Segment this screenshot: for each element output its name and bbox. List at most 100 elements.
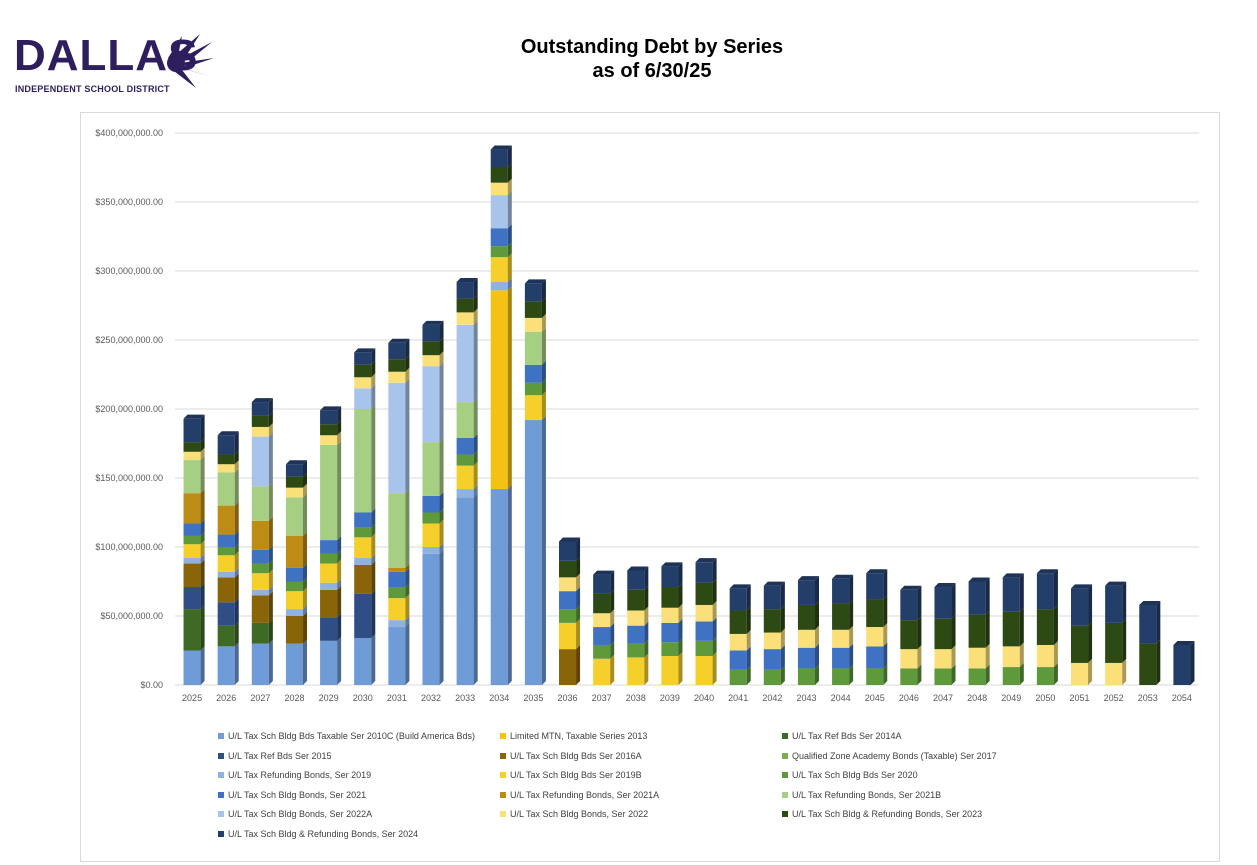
bar-segment: [729, 610, 747, 634]
bar-segment: [354, 564, 372, 594]
bar-segment-side: [815, 664, 819, 685]
bar-segment-side: [507, 242, 512, 258]
bar-segment-side: [371, 373, 376, 389]
legend-item: U/L Tax Sch Bldg & Refunding Bonds, Ser …: [782, 808, 982, 820]
bar-segment: [354, 537, 372, 559]
bar-segment: [832, 629, 850, 648]
bar-segment: [1071, 588, 1089, 626]
x-tick-label: 2043: [796, 693, 816, 703]
bar-segment-side: [337, 636, 342, 685]
bar-segment-side: [644, 653, 649, 685]
bar-segment: [285, 487, 303, 498]
bar-segment-side: [405, 567, 410, 588]
legend-swatch: [500, 752, 506, 759]
bar-segment: [354, 352, 372, 365]
legend-label: U/L Tax Ref Bds Ser 2015: [228, 750, 332, 761]
bar-segment-side: [473, 320, 478, 403]
bar-segment-side: [1088, 584, 1093, 626]
bar-segment: [251, 415, 269, 427]
bar-segment: [934, 649, 952, 669]
bar-segment: [490, 489, 508, 685]
bar-segment: [320, 563, 338, 583]
bar-segment: [1002, 646, 1020, 668]
bar-segment: [320, 640, 338, 685]
bar-segment: [763, 585, 781, 610]
bar-segment-side: [200, 605, 205, 651]
bar-segment: [422, 523, 440, 547]
bar-segment-side: [746, 584, 751, 611]
bar-segment-side: [1122, 581, 1127, 623]
bar-segment-side: [644, 621, 649, 644]
legend-item: U/L Tax Sch Bldg Bds Ser 2020: [782, 769, 918, 781]
bar-segment-side: [234, 501, 239, 535]
bar-segment: [422, 547, 440, 554]
bar-segment: [217, 505, 235, 535]
bar-segment: [388, 567, 406, 572]
bar-segment: [285, 643, 303, 685]
bar-segment-side: [371, 560, 376, 594]
legend-item: U/L Tax Ref Bds Ser 2014A: [782, 730, 902, 742]
bar-segment: [490, 182, 508, 196]
bar-segment: [217, 547, 235, 556]
bar-segment: [866, 599, 884, 628]
bar-segment: [866, 646, 884, 669]
bar-segment: [524, 283, 542, 302]
bar-segment-side: [678, 583, 683, 608]
bar-segment-side: [234, 530, 239, 547]
bar-segment-side: [883, 664, 888, 685]
bar-segment: [183, 650, 201, 685]
bar-segment-side: [268, 398, 273, 416]
bar-segment-side: [473, 461, 478, 490]
bar-segment-side: [337, 549, 342, 564]
bar-segment: [285, 535, 303, 568]
bar-segment-side: [917, 664, 922, 685]
bar-segment: [422, 355, 440, 367]
bar-segment-side: [268, 639, 273, 685]
bar-segment-side: [337, 420, 342, 436]
bar-top-face: [285, 460, 307, 465]
bar-segment: [866, 573, 884, 600]
bar-segment: [1105, 622, 1123, 663]
bar-segment: [388, 371, 406, 383]
bar-segment: [217, 454, 235, 465]
bar-segment: [285, 497, 303, 536]
bar-top-face: [251, 398, 273, 403]
legend-label: U/L Tax Refunding Bonds, Ser 2021A: [510, 789, 660, 800]
bar-segment: [183, 544, 201, 559]
bar-segment: [456, 312, 474, 325]
bar-segment-side: [405, 338, 410, 360]
bar-segment: [934, 618, 952, 650]
y-tick-label: $100,000,000.00: [95, 542, 163, 552]
bar-segment-side: [610, 623, 615, 645]
logo-wordmark: DALLAS: [14, 31, 199, 80]
bar-segment-side: [1053, 663, 1058, 685]
bar-segment-side: [268, 559, 273, 574]
bar-segment-side: [268, 569, 273, 590]
bar-segment-side: [200, 414, 205, 443]
bar-segment: [217, 646, 235, 685]
bar-segment: [559, 591, 577, 610]
bar-segment-side: [849, 664, 854, 685]
bar-segment-side: [200, 531, 205, 545]
legend-label: U/L Tax Sch Bldg Bonds, Ser 2022A: [228, 809, 373, 819]
bar-segment: [593, 658, 611, 685]
bar-segment-side: [780, 581, 785, 610]
bar-segment: [524, 395, 542, 421]
bar-segment-side: [268, 591, 273, 623]
bar-segment: [456, 497, 474, 685]
chart-legend: U/L Tax Sch Bldg Bds Taxable Ser 2010C (…: [218, 730, 1218, 850]
bar-segment-side: [1088, 621, 1093, 663]
bar-segment: [763, 632, 781, 650]
bar-segment: [183, 442, 201, 452]
legend-swatch: [500, 811, 506, 817]
bar-segment: [251, 549, 269, 564]
bar-segment: [422, 366, 440, 443]
bar-segment: [183, 451, 201, 461]
x-tick-label: 2053: [1138, 693, 1158, 703]
bar-top-face: [832, 574, 854, 579]
bar-segment-side: [1122, 618, 1127, 663]
bar-segment: [1036, 609, 1054, 645]
bar-segment-side: [268, 422, 273, 437]
x-tick-label: 2054: [1172, 693, 1192, 703]
bar-segment: [217, 602, 235, 626]
